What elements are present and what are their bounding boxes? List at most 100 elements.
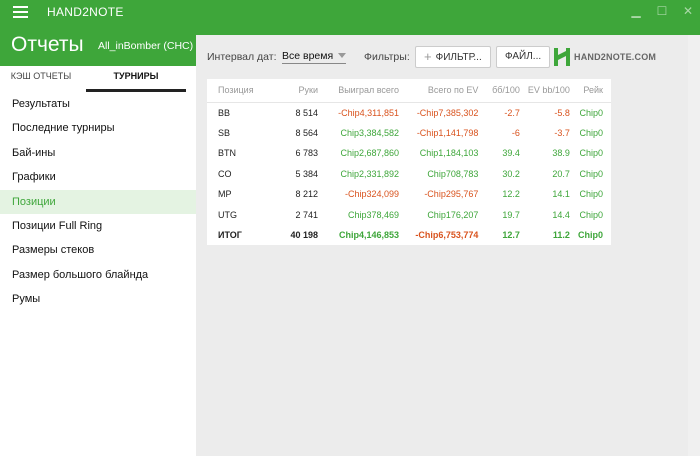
cell-hands: 5 384: [295, 168, 319, 179]
cell-ev-bb100: 38.9: [552, 148, 570, 159]
sidebar-item-stack-sizes[interactable]: Размеры стеков: [12, 244, 95, 257]
cell-bb100: 12.2: [502, 189, 520, 200]
col-position[interactable]: Позиция: [207, 79, 276, 103]
sidebar-item-positions[interactable]: Позиции: [0, 189, 196, 214]
date-range-select[interactable]: Все время: [282, 50, 347, 64]
cell-ev-bb100: 11.2: [552, 230, 570, 241]
tab-cash-reports[interactable]: КЭШ ОТЧЕТЫ: [10, 71, 72, 81]
col-bb100[interactable]: бб/100: [486, 79, 528, 103]
table-total-row[interactable]: ИТОГ 40 198 Chip4,146,853 -Chip6,753,774 12.…: [207, 225, 611, 246]
cell-ev-bb100: -3.7: [554, 127, 570, 138]
cell-ev-total: -Chip6,753,774: [415, 230, 479, 241]
cell-ev-total: -Chip295,767: [424, 189, 479, 200]
main-panel: Интервал дат: Все время Фильтры: + ФИЛЬТР…: [196, 35, 688, 456]
sidebar-item-graphs[interactable]: Графики: [12, 171, 56, 184]
cell-bb100: 19.7: [502, 209, 520, 220]
sidebar-item-buyins[interactable]: Бай-ины: [12, 146, 56, 159]
cell-hands: 6 783: [295, 148, 319, 159]
title-bar: HAND2NOTE ▁ ☐ ✕: [0, 0, 700, 24]
cell-position: ИТОГ: [218, 230, 242, 241]
logo-text: HAND2NOTE.COM: [574, 52, 657, 62]
header-strip: [196, 24, 700, 35]
cell-won-total: Chip4,146,853: [338, 230, 400, 241]
cell-rake: Chip0: [579, 189, 603, 200]
app-title: HAND2NOTE: [47, 5, 124, 19]
cell-bb100: 12.7: [502, 230, 520, 241]
table-body: BB 8 514 -Chip4,311,851 -Chip7,385,302 -2.7 -…: [207, 102, 611, 246]
filter-button[interactable]: + ФИЛЬТР...: [415, 46, 491, 68]
positions-table: Позиция Руки Выиграл всего Всего по EV б…: [207, 79, 611, 245]
cell-won-total: Chip2,687,860: [340, 148, 400, 159]
col-ev-total[interactable]: Всего по EV: [407, 79, 487, 103]
cell-position: BTN: [218, 148, 236, 159]
cell-rake: Chip0: [579, 148, 603, 159]
col-won-total[interactable]: Выиграл всего: [326, 79, 408, 103]
date-range-label: Интервал дат:: [207, 51, 277, 63]
col-ev-bb100[interactable]: EV bb/100: [527, 79, 578, 103]
hand2note-logo: HAND2NOTE.COM: [554, 48, 656, 66]
cell-hands: 8 564: [295, 127, 319, 138]
report-tabs: КЭШ ОТЧЕТЫ ТУРНИРЫ: [0, 66, 196, 92]
table-row[interactable]: CO 5 384 Chip2,331,892 Chip708,783 30.2 20.7 C…: [207, 164, 611, 185]
table-row[interactable]: MP 8 212 -Chip324,099 -Chip295,767 12.2 14.1 C…: [207, 184, 611, 205]
header: Отчеты All_inBomber (CHC): [0, 24, 207, 66]
cell-won-total: -Chip324,099: [344, 189, 400, 200]
sidebar-item-recent-tournaments[interactable]: Последние турниры: [12, 122, 115, 135]
cell-hands: 8 212: [295, 189, 319, 200]
cell-ev-total: -Chip7,385,302: [416, 107, 479, 118]
cell-ev-bb100: 14.4: [552, 209, 570, 220]
cell-ev-bb100: 20.7: [552, 168, 570, 179]
table-header-row: Позиция Руки Выиграл всего Всего по EV б…: [207, 79, 611, 103]
profile-name: All_inBomber (CHC): [98, 40, 194, 52]
file-button[interactable]: ФАЙЛ...: [496, 46, 551, 68]
cell-rake: Chip0: [579, 168, 603, 179]
sidebar-item-rooms[interactable]: Румы: [12, 293, 41, 306]
date-range-value: Все время: [282, 50, 334, 62]
table-row[interactable]: BTN 6 783 Chip2,687,860 Chip1,184,103 39.4 38…: [207, 143, 611, 164]
cell-rake: Chip0: [577, 230, 603, 241]
cell-bb100: -6: [511, 127, 520, 138]
chevron-down-icon: [338, 53, 347, 58]
filters-label: Фильтры:: [364, 51, 410, 63]
tab-tournaments[interactable]: ТУРНИРЫ: [86, 66, 186, 92]
cell-bb100: -2.7: [504, 107, 520, 118]
cell-hands: 40 198: [290, 230, 319, 241]
cell-bb100: 30.2: [502, 168, 520, 179]
cell-ev-total: Chip1,184,103: [419, 148, 479, 159]
cell-ev-bb100: 14.1: [552, 189, 570, 200]
sidebar-item-positions-full-ring[interactable]: Позиции Full Ring: [12, 219, 103, 232]
cell-rake: Chip0: [579, 209, 603, 220]
cell-ev-total: Chip176,207: [427, 209, 479, 220]
close-icon[interactable]: ✕: [682, 4, 694, 18]
page-title: Отчеты: [11, 33, 84, 56]
cell-ev-total: -Chip1,141,798: [416, 127, 479, 138]
profile-selector[interactable]: All_inBomber (CHC): [98, 40, 207, 52]
minimize-icon[interactable]: ▁: [631, 4, 641, 18]
cell-rake: Chip0: [579, 127, 603, 138]
table-row[interactable]: BB 8 514 -Chip4,311,851 -Chip7,385,302 -2.7 -…: [207, 102, 611, 123]
cell-won-total: Chip378,469: [347, 209, 400, 220]
cell-ev-total: Chip708,783: [427, 168, 479, 179]
table-row[interactable]: UTG 2 741 Chip378,469 Chip176,207 19.7 14.4 Ch…: [207, 205, 611, 226]
col-rake[interactable]: Рейк: [577, 79, 611, 103]
cell-won-total: Chip2,331,892: [340, 168, 400, 179]
cell-position: CO: [218, 168, 232, 179]
cell-won-total: -Chip4,311,851: [338, 107, 400, 118]
table-row[interactable]: SB 8 564 Chip3,384,582 -Chip1,141,798 -6 -3.7…: [207, 123, 611, 144]
cell-hands: 2 741: [295, 209, 319, 220]
cell-position: UTG: [218, 209, 237, 220]
cell-position: BB: [218, 107, 231, 118]
filter-button-label: ФИЛЬТР...: [435, 52, 482, 63]
cell-hands: 8 514: [295, 107, 319, 118]
cell-ev-bb100: -5.8: [554, 107, 570, 118]
col-hands[interactable]: Руки: [275, 79, 327, 103]
cell-position: MP: [218, 189, 232, 200]
maximize-icon[interactable]: ☐: [656, 4, 668, 18]
sidebar: КЭШ ОТЧЕТЫ ТУРНИРЫ Результаты Последние …: [0, 66, 196, 456]
sidebar-item-big-blind-size[interactable]: Размер большого блайнда: [12, 268, 149, 281]
window-controls: ▁ ☐ ✕: [630, 4, 694, 18]
cell-position: SB: [218, 127, 231, 138]
hamburger-icon[interactable]: [13, 6, 28, 18]
hand2note-logo-icon: [554, 48, 570, 66]
sidebar-item-results[interactable]: Результаты: [12, 98, 70, 110]
